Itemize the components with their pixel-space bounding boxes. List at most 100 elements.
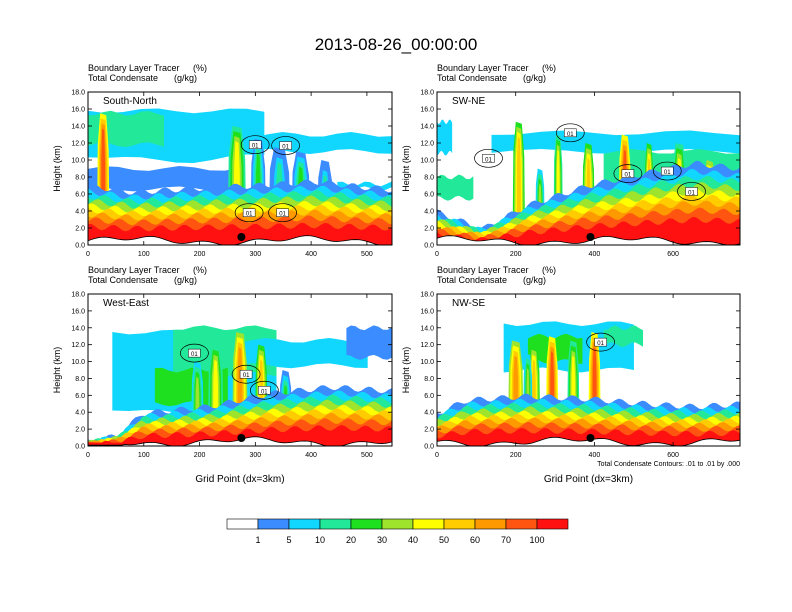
panel-title: NW-SE [452, 298, 485, 309]
y-tick-label: 0.0 [75, 444, 85, 451]
condensate-contour [555, 123, 585, 143]
contour-label-box [239, 369, 253, 379]
panel-south-north: Boundary Layer Tracer (%) Total Condensate… [52, 63, 393, 258]
plume [516, 136, 521, 220]
colorbar-swatch [505, 518, 538, 530]
colorbar-swatch [226, 518, 259, 530]
y-tick-label: 6.0 [75, 393, 85, 400]
y-tick-label: 0.0 [75, 243, 85, 250]
colorbar-label: 40 [408, 535, 418, 545]
colorbar-label: 70 [501, 535, 511, 545]
y-tick-label: 6.0 [424, 192, 434, 199]
cloud-band [437, 174, 474, 201]
y-tick-label: 10.0 [420, 158, 434, 165]
contour-label-box [276, 208, 289, 217]
colorbar-swatch [443, 518, 476, 530]
contour-label-box [258, 386, 271, 395]
y-tick-label: 8.0 [75, 175, 85, 182]
condensate-contour [268, 203, 297, 223]
panel-header-line1: Boundary Layer Tracer [437, 63, 529, 73]
colorbar-label: 10 [315, 535, 325, 545]
y-tick-label: 2.0 [75, 226, 85, 233]
x-tick-label: 0 [86, 452, 90, 459]
x-tick-label: 0 [435, 452, 439, 459]
contour-label-box [242, 208, 256, 217]
contour-label: 01 [246, 212, 253, 218]
condensate-contour [234, 203, 264, 223]
y-axis-label: Height (km) [401, 347, 411, 394]
contour-label: 01 [567, 132, 574, 138]
x-tick-label: 500 [361, 452, 373, 459]
contour-label: 01 [688, 190, 695, 196]
y-tick-label: 12.0 [71, 141, 85, 148]
x-tick-label: 400 [589, 251, 601, 258]
panel-header-line2: Total Condensate [88, 275, 158, 285]
panel-header-line2-unit: (g/kg) [174, 275, 197, 285]
condensate-contour [652, 161, 682, 181]
condensate-contour [613, 164, 643, 183]
cloud-band [437, 119, 453, 156]
colorbar-swatch [257, 518, 290, 530]
x-tick-label: 400 [589, 452, 601, 459]
y-tick-label: 10.0 [71, 359, 85, 366]
condensate-contour [271, 136, 300, 155]
colorbar-label: 20 [346, 535, 356, 545]
y-tick-label: 4.0 [424, 410, 434, 417]
plot-frame [87, 293, 393, 447]
colorbar: 1 5 10 20 30 40 50 60 70 100 [226, 518, 569, 545]
panel-west-east: Boundary Layer Tracer (%) Total Condensate… [52, 265, 393, 485]
panel-header-line1: Boundary Layer Tracer [88, 265, 180, 275]
contour-label-box [661, 166, 674, 176]
panel-nw-se: Boundary Layer Tracer (%) Total Condensate… [401, 265, 741, 485]
contour-label: 01 [664, 170, 671, 176]
condensate-contour [474, 148, 503, 168]
x-tick-label: 200 [194, 452, 206, 459]
contour-label: 01 [597, 341, 604, 347]
colorbar-swatch [350, 518, 383, 530]
y-axis-label: Height (km) [52, 145, 62, 192]
panel-sw-ne: Boundary Layer Tracer (%) Total Condensate… [401, 63, 741, 258]
colorbar-label: 50 [439, 535, 449, 545]
terrain [88, 235, 392, 245]
contour-label: 01 [485, 157, 492, 163]
x-tick-label: 100 [138, 452, 150, 459]
x-tick-label: 0 [435, 251, 439, 258]
contour-label: 01 [252, 144, 259, 150]
contour-label-box [188, 348, 201, 358]
panel-header-line2: Total Condensate [437, 73, 507, 83]
cloud-band [88, 166, 240, 192]
location-marker [237, 434, 246, 442]
x-tick-label: 500 [361, 251, 373, 258]
contour-label-box [564, 128, 577, 138]
colorbar-label: 60 [470, 535, 480, 545]
y-tick-label: 14.0 [71, 325, 85, 332]
y-tick-label: 12.0 [420, 141, 434, 148]
y-tick-label: 16.0 [71, 308, 85, 315]
panel-header-line1: Boundary Layer Tracer [88, 63, 180, 73]
x-axis-label: Grid Point (dx=3km) [195, 474, 284, 485]
panel-title: South-North [103, 96, 157, 107]
x-tick-label: 200 [194, 251, 206, 258]
y-tick-label: 18.0 [420, 90, 434, 97]
condensate-contour [180, 343, 209, 363]
y-tick-label: 18.0 [71, 90, 85, 97]
y-axis-label: Height (km) [401, 145, 411, 192]
colorbar-label: 30 [377, 535, 387, 545]
y-tick-label: 2.0 [75, 427, 85, 434]
plot-frame [436, 293, 741, 447]
tracer-field: 01 01 01 01 01 [437, 92, 740, 245]
y-tick-label: 14.0 [420, 124, 434, 131]
panel-title: SW-NE [452, 96, 485, 107]
contour-label: 01 [191, 352, 198, 358]
y-tick-label: 10.0 [420, 359, 434, 366]
panel-header-line2-unit: (g/kg) [174, 73, 197, 83]
y-tick-label: 16.0 [420, 308, 434, 315]
contour-label: 01 [282, 145, 289, 151]
colorbar-label: 5 [286, 535, 291, 545]
y-tick-label: 2.0 [424, 427, 434, 434]
y-tick-label: 4.0 [75, 209, 85, 216]
location-marker [586, 233, 595, 241]
cloud-band [603, 325, 644, 348]
panel-header-line2: Total Condensate [437, 275, 507, 285]
